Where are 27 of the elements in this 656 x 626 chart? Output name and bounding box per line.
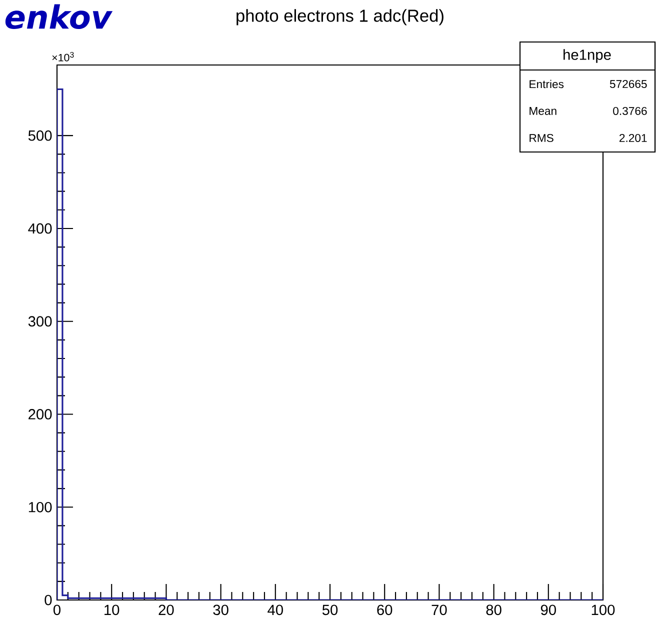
text: enkov (5, 4, 113, 30)
x-tick-label: 90 (540, 604, 556, 616)
x-tick-label: 50 (322, 604, 338, 616)
annotation: Entries (530, 80, 564, 88)
y-tick-label: 500 (28, 130, 52, 141)
text: he1npe (564, 49, 611, 63)
y-tick-label: 300 (28, 316, 52, 327)
text: 572665 (610, 80, 647, 88)
x-tick-label: 20 (158, 604, 174, 616)
x-tick-label: 30 (213, 604, 228, 616)
chart-title: photo electrons 1 adc(Red) (236, 9, 444, 26)
x-tick-label: 40 (268, 604, 283, 616)
x-tick-label: 80 (486, 604, 502, 616)
annotation: Mean (530, 107, 556, 115)
x-tick-label: 100 (592, 604, 615, 616)
x-tick-label: 10 (104, 604, 120, 616)
x-tick-label: 70 (432, 604, 447, 616)
y-tick-label: 200 (28, 409, 52, 420)
x-tick-label: 0 (53, 604, 60, 616)
y-tick-label: 100 (28, 502, 52, 512)
x-tick-label: 60 (377, 604, 392, 616)
annotation: RMS (530, 134, 554, 142)
y-tick-label: 0 (44, 594, 52, 606)
text: 2.201 (620, 134, 647, 142)
text: 0.3766 (613, 106, 647, 116)
y-tick-label: 400 (28, 223, 52, 234)
text: ×10$^{3}$ (52, 52, 74, 62)
